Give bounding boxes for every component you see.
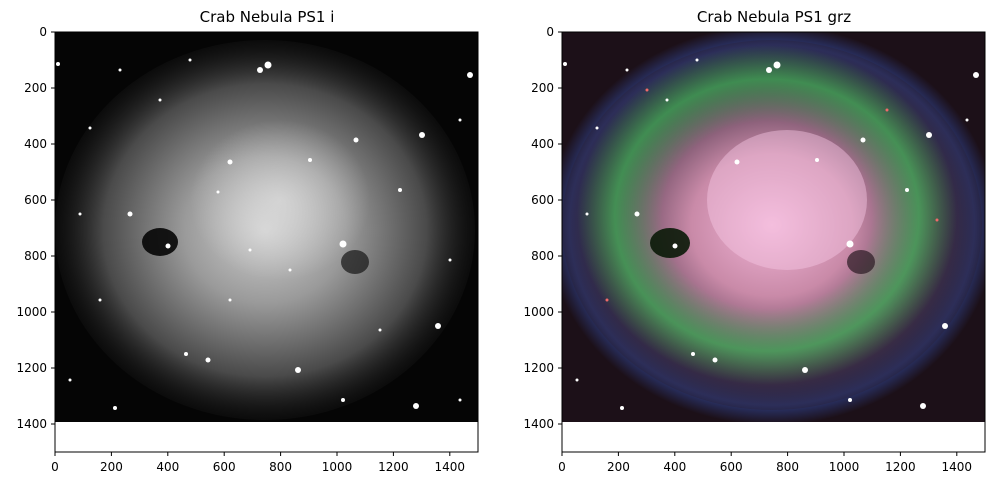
y-tick-label: 1000 (523, 305, 554, 319)
x-tick-label: 1400 (435, 460, 466, 474)
image-axes-left: 0 200 400 600 800 1000 1200 1400 0 200 4… (16, 25, 479, 474)
y-tick-label: 0 (546, 25, 554, 39)
nebula-image-color (562, 32, 985, 422)
panel-title-right: Crab Nebula PS1 grz (696, 8, 852, 26)
panel-title-left: Crab Nebula PS1 i (199, 8, 335, 26)
x-tick-label: 800 (776, 460, 799, 474)
y-axis-ticks-right (558, 31, 562, 425)
x-tick-label: 1400 (942, 460, 973, 474)
x-tick-label: 600 (213, 460, 236, 474)
y-tick-label: 1400 (16, 417, 47, 431)
x-tick-label: 1200 (378, 460, 409, 474)
x-tick-label: 800 (269, 460, 292, 474)
panel-left: Crab Nebula PS1 i (16, 8, 479, 474)
y-tick-label: 1200 (16, 361, 47, 375)
x-tick-label: 0 (51, 460, 59, 474)
y-tick-label: 400 (24, 137, 47, 151)
image-axes-right: 0 200 400 600 800 1000 1200 1400 0 200 4… (523, 25, 986, 474)
y-tick-label: 600 (531, 193, 554, 207)
nebula-image-gray (55, 32, 478, 422)
x-tick-label: 1000 (829, 460, 860, 474)
x-tick-label: 1200 (885, 460, 916, 474)
y-tick-label: 1400 (523, 417, 554, 431)
y-tick-label: 0 (39, 25, 47, 39)
x-tick-label: 0 (558, 460, 566, 474)
y-axis-ticks-left (51, 31, 55, 425)
y-tick-label: 200 (24, 81, 47, 95)
x-tick-label: 1000 (322, 460, 353, 474)
x-tick-label: 600 (720, 460, 743, 474)
x-axis-ticks-left (54, 452, 451, 456)
x-axis-ticks-right (561, 452, 958, 456)
x-tick-label: 400 (156, 460, 179, 474)
x-tick-label: 200 (607, 460, 630, 474)
y-tick-label: 200 (531, 81, 554, 95)
x-tick-label: 200 (100, 460, 123, 474)
y-tick-label: 600 (24, 193, 47, 207)
x-tick-label: 400 (663, 460, 686, 474)
y-tick-label: 800 (531, 249, 554, 263)
panel-right: Crab Nebula PS1 grz (497, 0, 994, 488)
y-tick-label: 400 (531, 137, 554, 151)
stars (56, 58, 473, 410)
y-tick-label: 800 (24, 249, 47, 263)
y-tick-label: 1200 (523, 361, 554, 375)
stars (563, 58, 979, 410)
y-tick-label: 1000 (16, 305, 47, 319)
red-stars (605, 88, 939, 302)
